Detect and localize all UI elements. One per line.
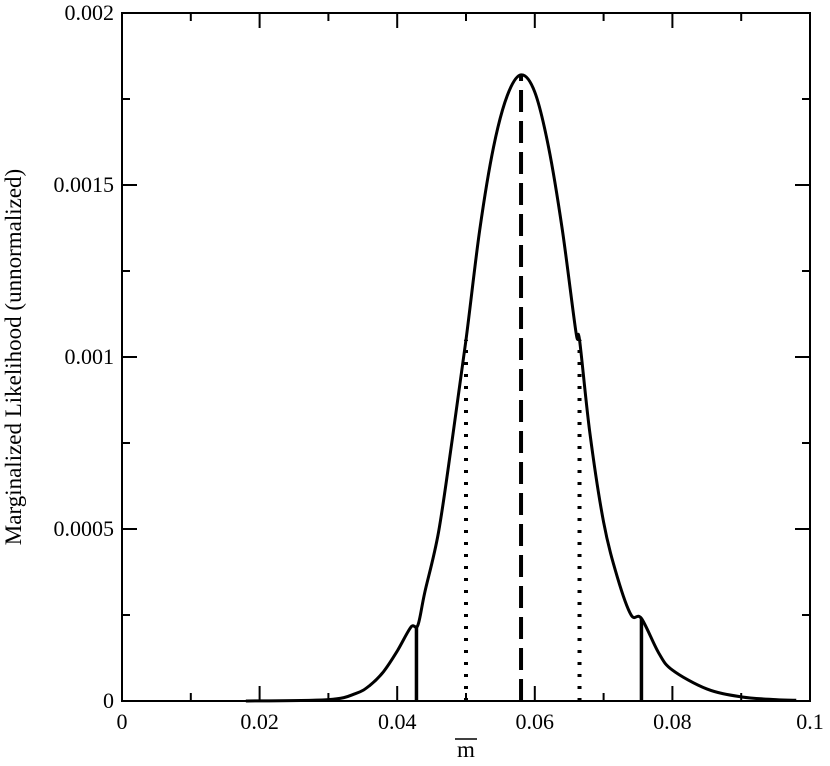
vertical-marker-lines xyxy=(414,74,644,701)
x-axis-ticks: 0 0.02 0.04 0.06 0.08 0.1 xyxy=(117,13,824,734)
x-tick-label: 0.02 xyxy=(240,709,279,734)
y-tick-label: 0.001 xyxy=(65,344,115,369)
y-axis-ticks: 0 0.0005 0.001 0.0015 0.002 xyxy=(54,0,810,713)
x-tick-label: 0 xyxy=(117,709,128,734)
series-group xyxy=(245,73,797,703)
x-axis-label: m xyxy=(457,737,475,762)
x-tick-label: 0.1 xyxy=(796,709,824,734)
likelihood-curve xyxy=(245,73,797,703)
x-tick-label: 0.08 xyxy=(653,709,692,734)
plot-frame xyxy=(121,12,811,702)
y-tick-label: 0.0005 xyxy=(54,516,115,541)
y-tick-label: 0.002 xyxy=(65,0,115,25)
x-tick-label: 0.04 xyxy=(378,709,417,734)
y-tick-label: 0.0015 xyxy=(54,172,115,197)
y-tick-label: 0 xyxy=(103,688,114,713)
x-tick-label: 0.06 xyxy=(516,709,555,734)
y-axis-label: Marginalized Likelihood (unnormalized) xyxy=(1,169,26,545)
